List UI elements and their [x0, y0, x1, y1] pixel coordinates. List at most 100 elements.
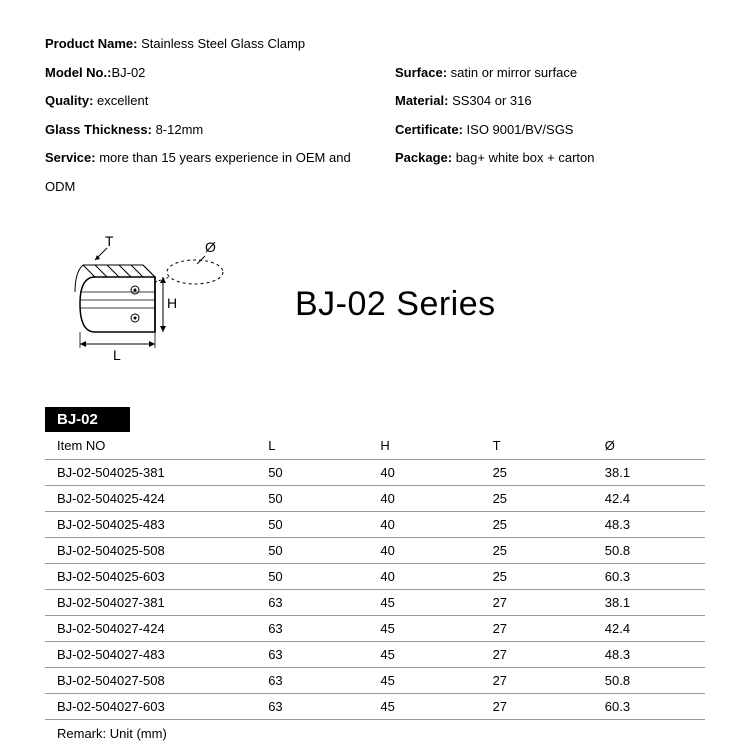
- table-cell: 38.1: [593, 459, 705, 485]
- col-header-item: Item NO: [45, 432, 256, 460]
- table-header-row: Item NO L H T Ø: [45, 432, 705, 460]
- table-cell: BJ-02-504025-603: [45, 563, 256, 589]
- table-row: BJ-02-504025-42450402542.4: [45, 485, 705, 511]
- spec-row: Glass Thickness: 8-12mm: [45, 116, 355, 145]
- spec-row: Product Name: Stainless Steel Glass Clam…: [45, 30, 355, 59]
- spec-row: Material: SS304 or 316: [395, 87, 705, 116]
- clamp-diagram: T H L Ø: [65, 232, 255, 377]
- spec-row: Quality: excellent: [45, 87, 355, 116]
- table-cell: 63: [256, 615, 368, 641]
- table-cell: 25: [481, 485, 593, 511]
- table-cell: 25: [481, 459, 593, 485]
- table-remark: Remark: Unit (mm): [45, 720, 705, 741]
- table-cell: 25: [481, 537, 593, 563]
- table-row: BJ-02-504027-48363452748.3: [45, 641, 705, 667]
- table-cell: BJ-02-504027-483: [45, 641, 256, 667]
- table-cell: 40: [368, 485, 480, 511]
- table-cell: 45: [368, 693, 480, 719]
- spec-label: Surface:: [395, 65, 447, 80]
- table-cell: 48.3: [593, 511, 705, 537]
- spec-value: ISO 9001/BV/SGS: [463, 122, 574, 137]
- table-cell: 38.1: [593, 589, 705, 615]
- diagram-label-t: T: [105, 233, 114, 249]
- spec-label: Product Name:: [45, 36, 137, 51]
- table-body: BJ-02-504025-38150402538.1BJ-02-504025-4…: [45, 459, 705, 719]
- spec-table: Item NO L H T Ø BJ-02-504025-38150402538…: [45, 432, 705, 720]
- table-cell: 42.4: [593, 615, 705, 641]
- table-cell: 40: [368, 511, 480, 537]
- diagram-label-h: H: [167, 295, 177, 311]
- table-cell: 45: [368, 589, 480, 615]
- table-cell: 50: [256, 537, 368, 563]
- col-header-t: T: [481, 432, 593, 460]
- table-cell: 45: [368, 667, 480, 693]
- table-cell: 50: [256, 485, 368, 511]
- table-cell: 27: [481, 667, 593, 693]
- table-row: BJ-02-504025-50850402550.8: [45, 537, 705, 563]
- table-row: BJ-02-504025-48350402548.3: [45, 511, 705, 537]
- spec-value: BJ-02: [111, 65, 145, 80]
- table-row: BJ-02-504027-60363452760.3: [45, 693, 705, 719]
- table-cell: 50: [256, 511, 368, 537]
- spec-row: [395, 30, 705, 59]
- spec-table-section: BJ-02 Item NO L H T Ø BJ-02-504025-38150…: [45, 407, 705, 741]
- table-cell: 50: [256, 563, 368, 589]
- spec-value: bag+ white box + carton: [452, 150, 594, 165]
- spec-value: 8-12mm: [152, 122, 203, 137]
- table-cell: BJ-02-504027-603: [45, 693, 256, 719]
- table-cell: 63: [256, 693, 368, 719]
- table-cell: 40: [368, 459, 480, 485]
- spec-label: Package:: [395, 150, 452, 165]
- table-cell: 40: [368, 563, 480, 589]
- series-title: BJ-02 Series: [295, 285, 496, 324]
- table-cell: 27: [481, 693, 593, 719]
- table-row: BJ-02-504025-60350402560.3: [45, 563, 705, 589]
- table-cell: 50.8: [593, 667, 705, 693]
- col-header-d: Ø: [593, 432, 705, 460]
- table-cell: 60.3: [593, 693, 705, 719]
- table-cell: 48.3: [593, 641, 705, 667]
- table-cell: 50.8: [593, 537, 705, 563]
- spec-value: Stainless Steel Glass Clamp: [137, 36, 305, 51]
- table-title: BJ-02: [45, 407, 130, 432]
- diagram-label-l: L: [113, 347, 121, 363]
- table-cell: BJ-02-504025-483: [45, 511, 256, 537]
- mid-section: T H L Ø BJ-02 Series: [65, 232, 705, 377]
- table-cell: 42.4: [593, 485, 705, 511]
- spec-label: Service:: [45, 150, 96, 165]
- table-cell: 63: [256, 641, 368, 667]
- table-row: BJ-02-504027-38163452738.1: [45, 589, 705, 615]
- diagram-label-d: Ø: [205, 239, 216, 255]
- spec-col-right: Surface: satin or mirror surface Material…: [395, 30, 705, 202]
- table-cell: 27: [481, 641, 593, 667]
- table-cell: 40: [368, 537, 480, 563]
- spec-row: Service: more than 15 years experience i…: [45, 144, 355, 201]
- spec-row: Certificate: ISO 9001/BV/SGS: [395, 116, 705, 145]
- table-cell: BJ-02-504027-508: [45, 667, 256, 693]
- table-cell: 45: [368, 615, 480, 641]
- spec-value: excellent: [93, 93, 148, 108]
- spec-value: satin or mirror surface: [447, 65, 577, 80]
- table-cell: 63: [256, 589, 368, 615]
- table-cell: BJ-02-504027-424: [45, 615, 256, 641]
- table-cell: 25: [481, 563, 593, 589]
- spec-label: Material:: [395, 93, 448, 108]
- table-cell: BJ-02-504025-381: [45, 459, 256, 485]
- col-header-h: H: [368, 432, 480, 460]
- spec-row: Model No.:BJ-02: [45, 59, 355, 88]
- table-row: BJ-02-504027-42463452742.4: [45, 615, 705, 641]
- spec-label: Certificate:: [395, 122, 463, 137]
- table-cell: BJ-02-504027-381: [45, 589, 256, 615]
- table-row: BJ-02-504025-38150402538.1: [45, 459, 705, 485]
- table-cell: BJ-02-504025-508: [45, 537, 256, 563]
- table-cell: 27: [481, 615, 593, 641]
- col-header-l: L: [256, 432, 368, 460]
- table-cell: BJ-02-504025-424: [45, 485, 256, 511]
- table-cell: 60.3: [593, 563, 705, 589]
- table-cell: 63: [256, 667, 368, 693]
- spec-value: SS304 or 316: [448, 93, 531, 108]
- table-cell: 50: [256, 459, 368, 485]
- table-row: BJ-02-504027-50863452750.8: [45, 667, 705, 693]
- spec-row: Package: bag+ white box + carton: [395, 144, 705, 173]
- table-cell: 25: [481, 511, 593, 537]
